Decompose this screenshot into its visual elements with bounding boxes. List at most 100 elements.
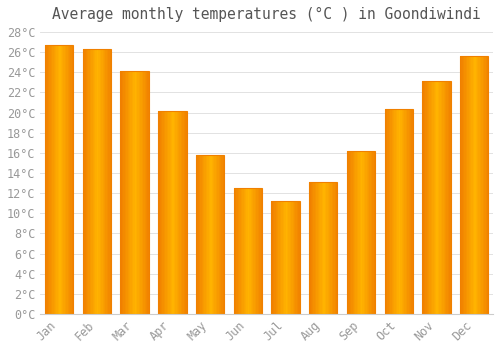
Bar <box>390 108 392 314</box>
Bar <box>185 111 186 314</box>
Bar <box>244 188 245 314</box>
Bar <box>208 155 210 314</box>
Bar <box>368 151 370 314</box>
Bar <box>486 56 487 314</box>
Bar <box>434 82 435 314</box>
Bar <box>160 111 161 314</box>
Bar <box>328 182 329 314</box>
Bar <box>422 82 424 314</box>
Bar <box>272 201 299 314</box>
Bar <box>318 182 319 314</box>
Bar <box>216 155 217 314</box>
Bar <box>351 151 352 314</box>
Bar <box>365 151 366 314</box>
Bar <box>54 45 55 314</box>
Bar <box>396 108 398 314</box>
Bar <box>290 201 291 314</box>
Bar <box>403 108 404 314</box>
Bar <box>460 56 488 314</box>
Bar <box>164 111 166 314</box>
Bar <box>213 155 214 314</box>
Bar <box>310 182 312 314</box>
Bar <box>484 56 486 314</box>
Bar <box>364 151 365 314</box>
Bar <box>480 56 482 314</box>
Bar <box>424 82 425 314</box>
Bar <box>217 155 218 314</box>
Bar <box>45 45 74 314</box>
Bar <box>288 201 290 314</box>
Bar <box>199 155 200 314</box>
Title: Average monthly temperatures (°C ) in Goondiwindi: Average monthly temperatures (°C ) in Go… <box>52 7 481 22</box>
Bar <box>467 56 468 314</box>
Bar <box>146 71 148 314</box>
Bar <box>294 201 296 314</box>
Bar <box>122 71 124 314</box>
Bar <box>392 108 393 314</box>
Bar <box>83 49 111 314</box>
Bar <box>214 155 216 314</box>
Bar <box>360 151 361 314</box>
Bar <box>101 49 102 314</box>
Bar <box>120 71 122 314</box>
Bar <box>463 56 464 314</box>
Bar <box>366 151 368 314</box>
Bar <box>412 108 413 314</box>
Bar <box>329 182 330 314</box>
Bar <box>334 182 336 314</box>
Bar <box>252 188 254 314</box>
Bar <box>196 155 198 314</box>
Bar <box>238 188 240 314</box>
Bar <box>330 182 332 314</box>
Bar <box>162 111 164 314</box>
Bar <box>100 49 101 314</box>
Bar <box>400 108 402 314</box>
Bar <box>425 82 426 314</box>
Bar <box>92 49 94 314</box>
Bar <box>86 49 87 314</box>
Bar <box>143 71 144 314</box>
Bar <box>404 108 406 314</box>
Bar <box>384 108 386 314</box>
Bar <box>87 49 88 314</box>
Bar <box>88 49 90 314</box>
Bar <box>58 45 59 314</box>
Bar <box>56 45 58 314</box>
Bar <box>204 155 206 314</box>
Bar <box>398 108 400 314</box>
Bar <box>110 49 111 314</box>
Bar <box>180 111 181 314</box>
Bar <box>445 82 446 314</box>
Bar <box>181 111 182 314</box>
Bar <box>477 56 478 314</box>
Bar <box>218 155 220 314</box>
Bar <box>136 71 138 314</box>
Bar <box>198 155 199 314</box>
Bar <box>106 49 107 314</box>
Bar <box>60 45 62 314</box>
Bar <box>388 108 389 314</box>
Bar <box>129 71 130 314</box>
Bar <box>139 71 140 314</box>
Bar <box>460 56 462 314</box>
Bar <box>259 188 260 314</box>
Bar <box>171 111 172 314</box>
Bar <box>322 182 324 314</box>
Bar <box>444 82 445 314</box>
Bar <box>236 188 238 314</box>
Bar <box>298 201 300 314</box>
Bar <box>442 82 444 314</box>
Bar <box>372 151 374 314</box>
Bar <box>184 111 185 314</box>
Bar <box>176 111 178 314</box>
Bar <box>64 45 65 314</box>
Bar <box>202 155 203 314</box>
Bar <box>126 71 128 314</box>
Bar <box>255 188 256 314</box>
Bar <box>274 201 276 314</box>
Bar <box>48 45 50 314</box>
Bar <box>476 56 477 314</box>
Bar <box>431 82 432 314</box>
Bar <box>98 49 100 314</box>
Bar <box>426 82 428 314</box>
